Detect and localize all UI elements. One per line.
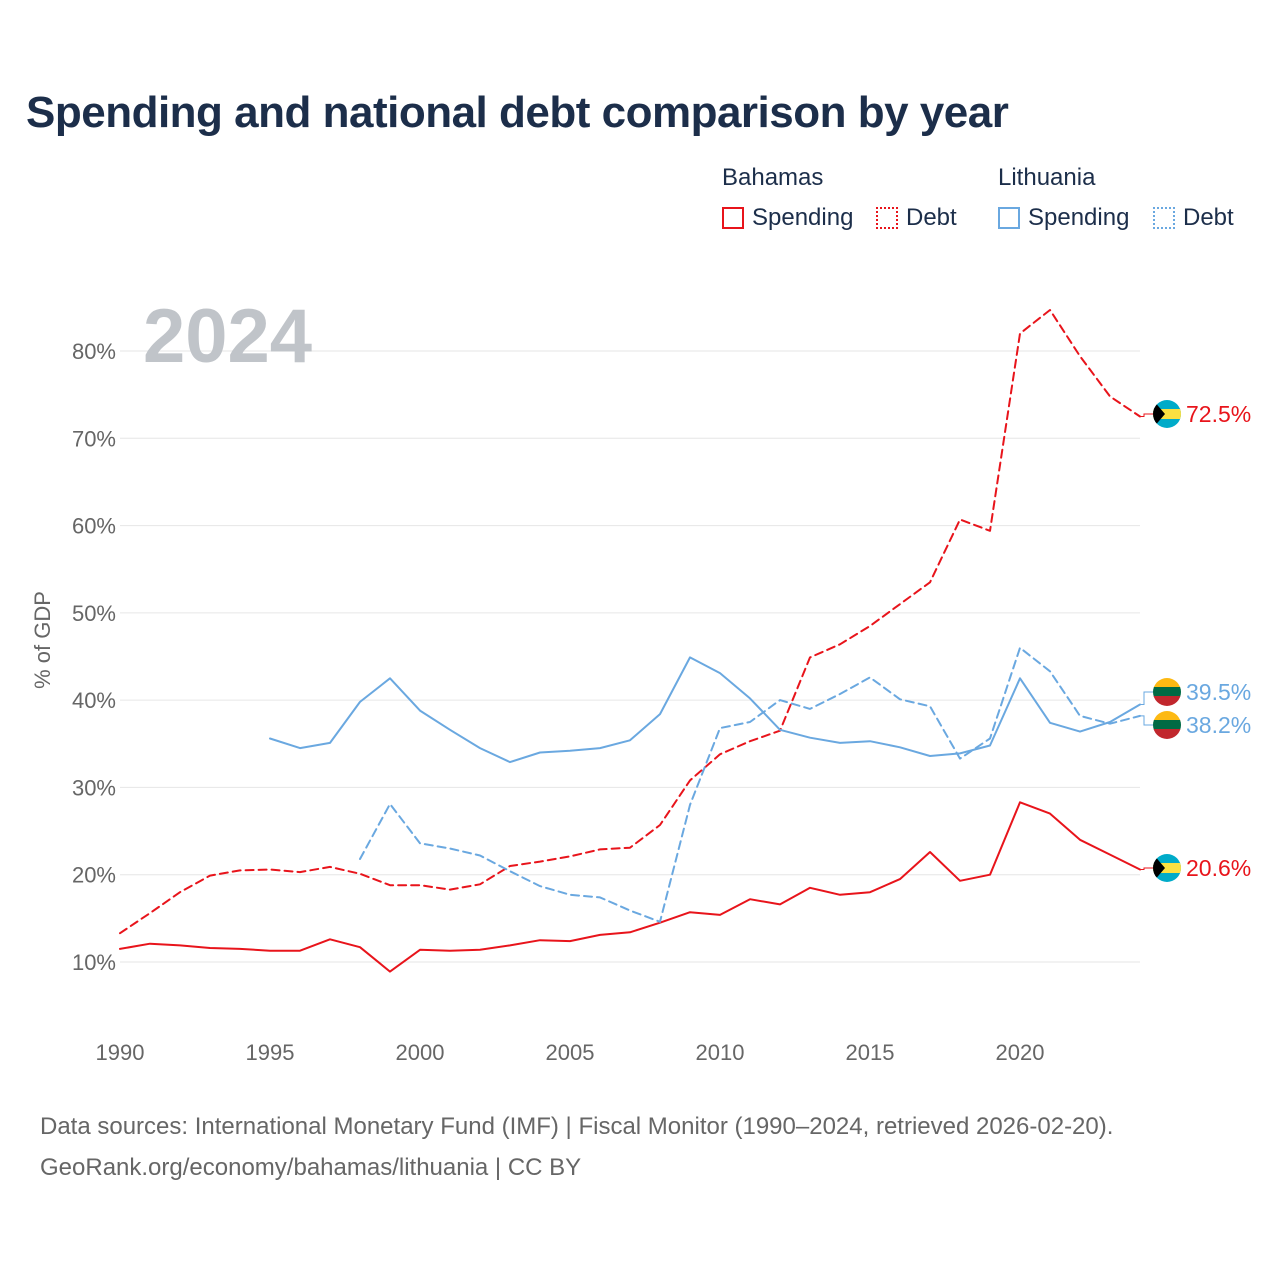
x-tick-label: 2020 — [996, 1040, 1045, 1065]
y-tick-label: 10% — [72, 950, 116, 975]
lithuania-debt-flag-icon — [1153, 711, 1181, 739]
y-tick-label: 40% — [72, 688, 116, 713]
chart-title: Spending and national debt comparison by… — [26, 88, 1009, 137]
legend-group-lithuania: Lithuania — [998, 164, 1096, 191]
label-connector — [1140, 691, 1153, 706]
legend-item-lithuania-debt[interactable]: Debt — [1153, 204, 1234, 232]
legend-label: Spending — [1028, 204, 1130, 231]
label-connector — [1140, 715, 1153, 726]
dotted-line-swatch-icon — [1153, 207, 1175, 229]
y-tick-label: 20% — [72, 863, 116, 888]
end-value-label: 38.2% — [1186, 712, 1251, 738]
x-tick-label: 2000 — [396, 1040, 445, 1065]
footer: Data sources: International Monetary Fun… — [40, 1106, 1113, 1188]
series-lines — [119, 309, 1141, 973]
y-tick-label: 70% — [72, 426, 116, 451]
solid-line-swatch-icon — [722, 207, 744, 229]
series-line-bahamas-debt — [119, 309, 1141, 935]
x-tick-label: 2005 — [546, 1040, 595, 1065]
end-value-label: 39.5% — [1186, 679, 1251, 705]
x-tick-label: 1995 — [246, 1040, 295, 1065]
y-tick-label: 60% — [72, 514, 116, 539]
x-tick-label: 2010 — [696, 1040, 745, 1065]
end-value-label: 72.5% — [1186, 401, 1251, 427]
series-line-bahamas-spending — [119, 801, 1141, 973]
legend-label: Spending — [752, 204, 854, 231]
attribution-link[interactable]: GeoRank.org/economy/bahamas/lithuania | … — [40, 1154, 582, 1181]
series-line-lithuania-debt — [359, 646, 1141, 923]
series-line-lithuania-spending — [269, 656, 1141, 764]
label-connector — [1140, 413, 1153, 417]
y-tick-label: 80% — [72, 339, 116, 364]
legend-group-bahamas: Bahamas — [722, 164, 824, 191]
label-connector — [1140, 867, 1153, 870]
end-value-label: 20.6% — [1186, 855, 1251, 881]
legend-item-bahamas-spending[interactable]: Spending — [722, 204, 853, 232]
end-labels: 20.6% 72.5% 39.5% 38.2% — [1140, 401, 1251, 881]
gridlines — [120, 350, 1140, 963]
x-tick-label: 2015 — [846, 1040, 895, 1065]
data-sources-text: Data sources: International Monetary Fun… — [40, 1113, 1114, 1140]
y-tick-label: 50% — [72, 601, 116, 626]
legend-label: Debt — [906, 204, 957, 231]
y-tick-label: 30% — [72, 775, 116, 800]
y-axis-title: % of GDP — [30, 591, 55, 689]
legend-item-lithuania-spending[interactable]: Spending — [998, 204, 1129, 232]
solid-line-swatch-icon — [998, 207, 1020, 229]
bahamas-debt-flag-icon — [1153, 400, 1181, 428]
year-watermark: 2024 — [143, 294, 312, 379]
lithuania-spending-flag-icon — [1153, 678, 1181, 706]
dotted-line-swatch-icon — [876, 207, 898, 229]
bahamas-spending-flag-icon — [1153, 854, 1181, 882]
legend-item-bahamas-debt[interactable]: Debt — [876, 204, 957, 232]
x-tick-label: 1990 — [96, 1040, 145, 1065]
legend-label: Debt — [1183, 204, 1234, 231]
axes: 10% 20% 30% 40% 50% 60% 70% 80% 1990 1995 2000 2005… — [72, 339, 1045, 1065]
